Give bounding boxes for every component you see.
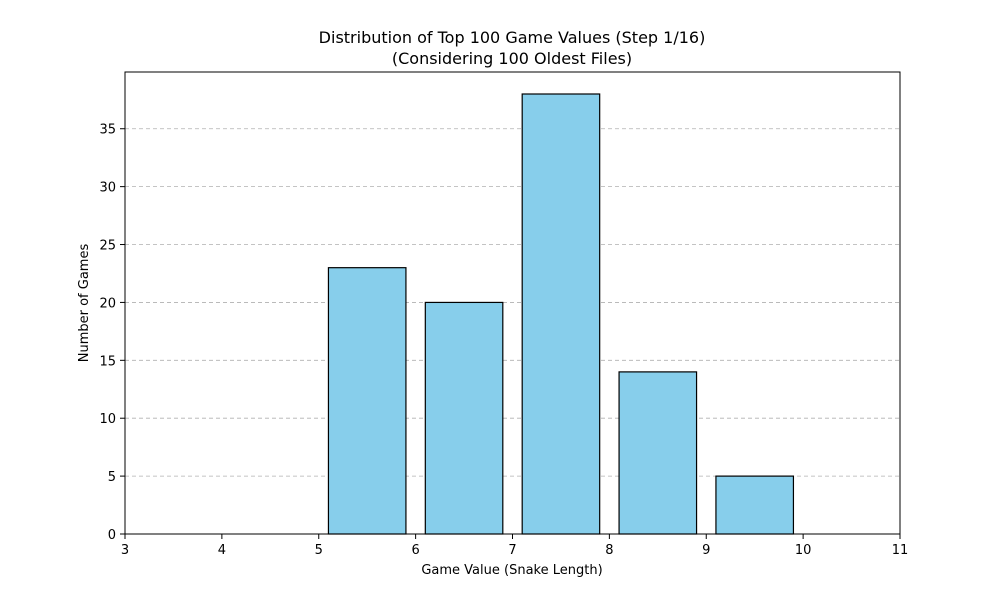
x-axis-ticks: 3 4 5 6 7 8 9 10 11 <box>121 534 908 558</box>
chart-title: Distribution of Top 100 Game Values (Ste… <box>319 28 706 47</box>
y-tick-label: 5 <box>108 470 116 485</box>
y-axis-label: Number of Games <box>77 244 92 363</box>
bar-value-7 <box>521 93 601 535</box>
chart-subtitle: (Considering 100 Oldest Files) <box>392 49 632 68</box>
y-tick-label: 10 <box>99 412 116 427</box>
bar-value-8 <box>618 371 698 535</box>
grid-layer <box>125 128 900 477</box>
bar-value-5 <box>327 267 407 535</box>
x-tick-label: 7 <box>508 543 516 558</box>
x-tick-label: 3 <box>121 543 129 558</box>
x-tick-label: 10 <box>795 543 812 558</box>
x-tick-label: 11 <box>892 543 909 558</box>
x-tick-label: 9 <box>702 543 710 558</box>
bar-value-9 <box>715 475 795 535</box>
y-tick-label: 20 <box>99 296 116 311</box>
x-tick-label: 8 <box>605 543 613 558</box>
bar-value-6 <box>424 301 504 535</box>
x-tick-label: 5 <box>315 543 323 558</box>
y-tick-label: 35 <box>99 123 116 138</box>
y-tick-label: 0 <box>108 528 116 543</box>
x-tick-label: 6 <box>411 543 419 558</box>
plot-frame <box>124 71 901 535</box>
y-tick-label: 15 <box>99 354 116 369</box>
x-tick-label: 4 <box>218 543 226 558</box>
y-tick-label: 30 <box>99 181 116 196</box>
bars-layer <box>327 93 795 535</box>
y-axis-ticks: 0 5 10 15 20 25 30 35 <box>99 123 125 543</box>
x-axis-label: Game Value (Snake Length) <box>421 563 602 578</box>
y-tick-label: 25 <box>99 239 116 254</box>
